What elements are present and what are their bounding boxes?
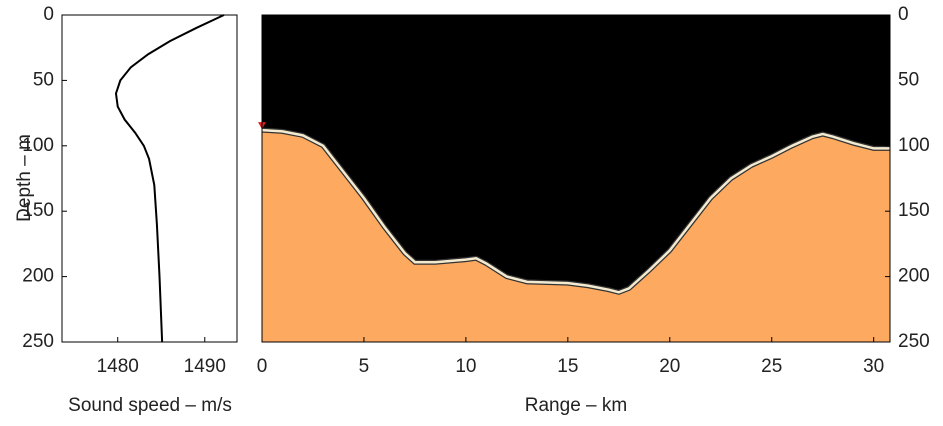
x-tick-label: 30 — [863, 356, 884, 377]
y2-tick-label: 50 — [898, 69, 919, 90]
sound-speed-profile — [114, 14, 225, 343]
plot-frame — [61, 14, 238, 343]
y2-tick-label: 200 — [898, 266, 930, 287]
x-tick-label: 5 — [359, 356, 370, 377]
y-tick-label: 0 — [43, 4, 54, 25]
x-tick-label: 1490 — [184, 356, 226, 377]
y2-tick-label: 250 — [898, 331, 930, 352]
x-tick-label: 15 — [557, 356, 578, 377]
x-tick-label: 10 — [455, 356, 476, 377]
x-tick-label: 20 — [659, 356, 680, 377]
x-axis-label: Range – km — [525, 395, 627, 416]
x-tick-label: 1480 — [97, 356, 139, 377]
x-axis-label: Sound speed – m/s — [68, 395, 232, 416]
y-tick-label: 100 — [22, 135, 54, 156]
plot-frame — [261, 14, 891, 343]
y-tick-label: 200 — [22, 266, 54, 287]
seabed — [262, 130, 890, 342]
y-axis-label: Depth – m — [14, 134, 35, 222]
x-tick-label: 0 — [257, 356, 268, 377]
x-tick-label: 25 — [761, 356, 782, 377]
y-tick-label: 250 — [22, 331, 54, 352]
y-tick-label: 50 — [33, 69, 54, 90]
bathymetry-line — [261, 128, 890, 294]
y2-tick-label: 100 — [898, 135, 930, 156]
y2-tick-label: 150 — [898, 200, 930, 221]
y2-tick-label: 0 — [898, 4, 909, 25]
y-tick-label: 150 — [22, 200, 54, 221]
